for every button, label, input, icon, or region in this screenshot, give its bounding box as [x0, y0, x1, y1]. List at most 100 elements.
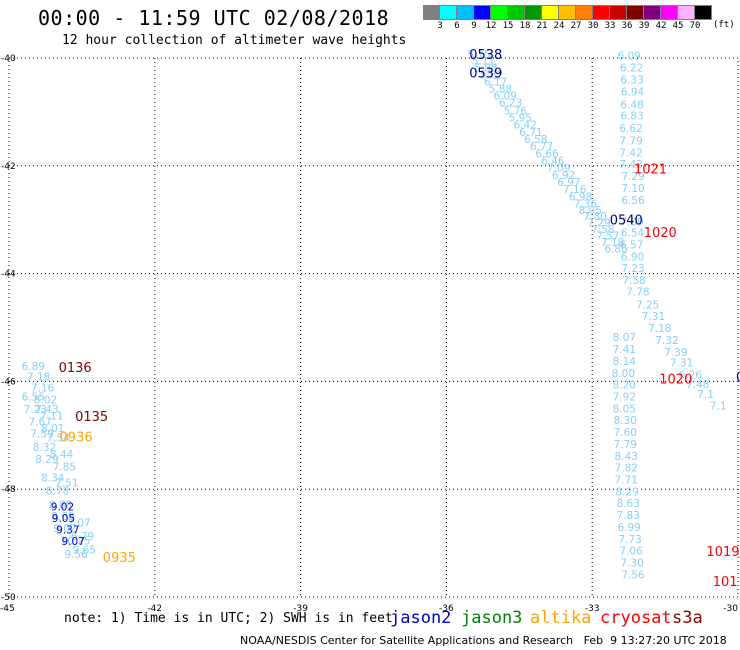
pass-time-label: 0540	[610, 214, 643, 229]
legend-item-jason2: jason2	[390, 608, 452, 628]
color-scale-swatch	[423, 5, 440, 20]
wave-height-point-cryosat: 6.94	[621, 86, 645, 98]
wave-height-point-cryosat: 7.78	[626, 286, 649, 298]
wave-height-point-cryosat: 8.29	[616, 486, 639, 498]
x-tick-label: -45	[0, 604, 15, 614]
wave-height-point-cryosat: 6.46	[541, 155, 565, 167]
wave-height-point-cryosat: 9.56	[64, 549, 88, 561]
wave-height-point-cryosat: 5.88	[489, 84, 512, 96]
wave-height-point-cryosat: 7.09	[547, 162, 570, 174]
pass-time-label: 0936	[60, 430, 93, 445]
wave-height-point-cryosat: 7.18	[601, 237, 624, 249]
color-scale-swatch	[576, 5, 593, 20]
wave-height-point-jason2: 9.05	[52, 513, 75, 525]
wave-height-point-cryosat: 7.23	[621, 263, 644, 275]
wave-height-point-cryosat: 8.32	[33, 442, 56, 454]
pass-time-label: 0135	[75, 410, 108, 425]
color-scale-swatch	[593, 5, 610, 20]
x-tick-label: -33	[585, 604, 600, 614]
color-scale-swatch	[610, 5, 627, 20]
wave-height-point-cryosat: 7.54	[46, 432, 70, 444]
wave-height-point-cryosat: 6.79	[71, 531, 94, 543]
wave-height-point-cryosat: 7.16	[31, 382, 55, 394]
wave-height-point-cryosat: 6.62	[619, 123, 642, 135]
wave-height-point-jason2: 9.02	[51, 501, 74, 513]
pass-time-label: 1020	[644, 226, 677, 241]
color-scale-bar	[423, 5, 712, 20]
wave-height-point-cryosat: 6.58	[524, 134, 547, 146]
wave-height-point-cryosat: 7.39	[664, 347, 687, 359]
color-scale-swatch	[457, 5, 474, 20]
wave-height-point-cryosat: 7.16	[563, 184, 587, 196]
wave-height-point-cryosat: 6.23	[499, 98, 522, 110]
wave-height-point-cryosat: 7.32	[655, 335, 678, 347]
wave-height-point-cryosat: 7.51	[55, 478, 78, 490]
wave-height-point-cryosat: 8.44	[50, 449, 74, 461]
wave-height-point-cryosat: 6.83	[620, 111, 643, 123]
wave-height-point-cryosat: 8.88	[49, 499, 72, 511]
wave-height-point-cryosat: 6.98	[569, 192, 592, 204]
y-tick-label: -46	[1, 377, 16, 387]
wave-height-point-cryosat: 7.79	[614, 439, 637, 451]
wave-height-point-cryosat: 6.89	[22, 361, 45, 373]
wave-height-point-cryosat: 7.1	[697, 389, 714, 401]
wave-height-point-cryosat: 7.31	[642, 311, 665, 323]
wave-height-point-cryosat: 8.43	[615, 451, 638, 463]
color-scale-swatch	[627, 5, 644, 20]
pass-time-label: 1021	[634, 162, 667, 177]
wave-height-point-cryosat: 8.78	[46, 485, 69, 497]
wave-height-point-cryosat: 5.15	[467, 49, 490, 61]
wave-height-point-cryosat: 7.92	[613, 391, 636, 403]
wave-height-point-cryosat: 6.97	[557, 177, 580, 189]
color-scale-swatch	[559, 5, 576, 20]
wave-height-point-cryosat: 7.31	[670, 358, 693, 370]
wave-height-point-cryosat: 7.29	[587, 217, 610, 229]
color-scale-tick-label: 6	[454, 21, 460, 31]
y-tick-label: -44	[1, 270, 16, 280]
pass-time-label: 0935	[103, 551, 136, 566]
x-tick-label: -42	[147, 604, 162, 614]
wave-height-point-cryosat: 8.00	[612, 368, 635, 380]
wave-height-point-cryosat: 6.90	[621, 251, 644, 263]
wave-height-point-cryosat: 6.48	[620, 99, 643, 111]
color-scale-tick-label: 9	[471, 21, 477, 31]
wave-height-point-cryosat: 7.42	[619, 147, 642, 159]
wave-height-point-jason2: 9.37	[56, 525, 79, 537]
wave-height-point-cryosat: 7.42	[619, 159, 642, 171]
pass-time-label: 05	[736, 371, 740, 386]
wave-height-point-cryosat: 9.65	[73, 545, 96, 557]
wave-height-point-cryosat: 10.25	[61, 535, 91, 547]
wave-height-point-cryosat: 6.55	[22, 391, 45, 403]
color-scale-swatch	[474, 5, 491, 20]
wave-height-point-cryosat: 6.22	[620, 63, 643, 75]
wave-height-point-cryosat: 6.09	[494, 91, 517, 103]
wave-height-point-cryosat: 6.09	[617, 50, 640, 62]
color-scale-unit: (ft)	[713, 20, 735, 30]
wave-height-point-cryosat: 7.83	[617, 510, 640, 522]
y-tick-label: -50	[1, 593, 16, 603]
wave-height-point-cryosat: 7.60	[614, 427, 637, 439]
wave-height-point-cryosat: 6.17	[484, 77, 507, 89]
wave-height-point-cryosat: 5.11	[472, 56, 495, 68]
wave-height-point-cryosat: 6.77	[530, 141, 553, 153]
legend-item-s3a: s3a	[672, 608, 703, 628]
wave-height-point-cryosat: 6.33	[620, 75, 643, 87]
wave-height-point-cryosat: 5.76	[504, 105, 528, 117]
wave-height-point-cryosat: 7.58	[622, 275, 645, 287]
legend-item-cryosat: cryosat	[600, 608, 672, 628]
legend-item-altika: altika	[530, 608, 592, 628]
wave-height-point-cryosat: 7.25	[636, 299, 659, 311]
wave-height-point-cryosat: 6.71	[519, 127, 542, 139]
color-scale-tick-label: 39	[638, 21, 650, 31]
color-scale-swatch	[542, 5, 559, 20]
x-tick-label: -30	[723, 604, 738, 614]
y-tick-label: -48	[1, 485, 16, 495]
wave-height-point-cryosat: 7.56	[621, 569, 645, 581]
y-tick-label: -42	[1, 162, 16, 172]
wave-height-point-cryosat: 6.57	[620, 239, 643, 251]
color-scale-tick-label: 36	[621, 21, 633, 31]
wave-height-point-cryosat: 7.18	[27, 372, 50, 384]
color-scale-tick-label: 33	[604, 21, 616, 31]
wave-height-point-cryosat: 8.30	[614, 415, 637, 427]
wave-height-point-cryosat: 6.66	[535, 148, 559, 160]
